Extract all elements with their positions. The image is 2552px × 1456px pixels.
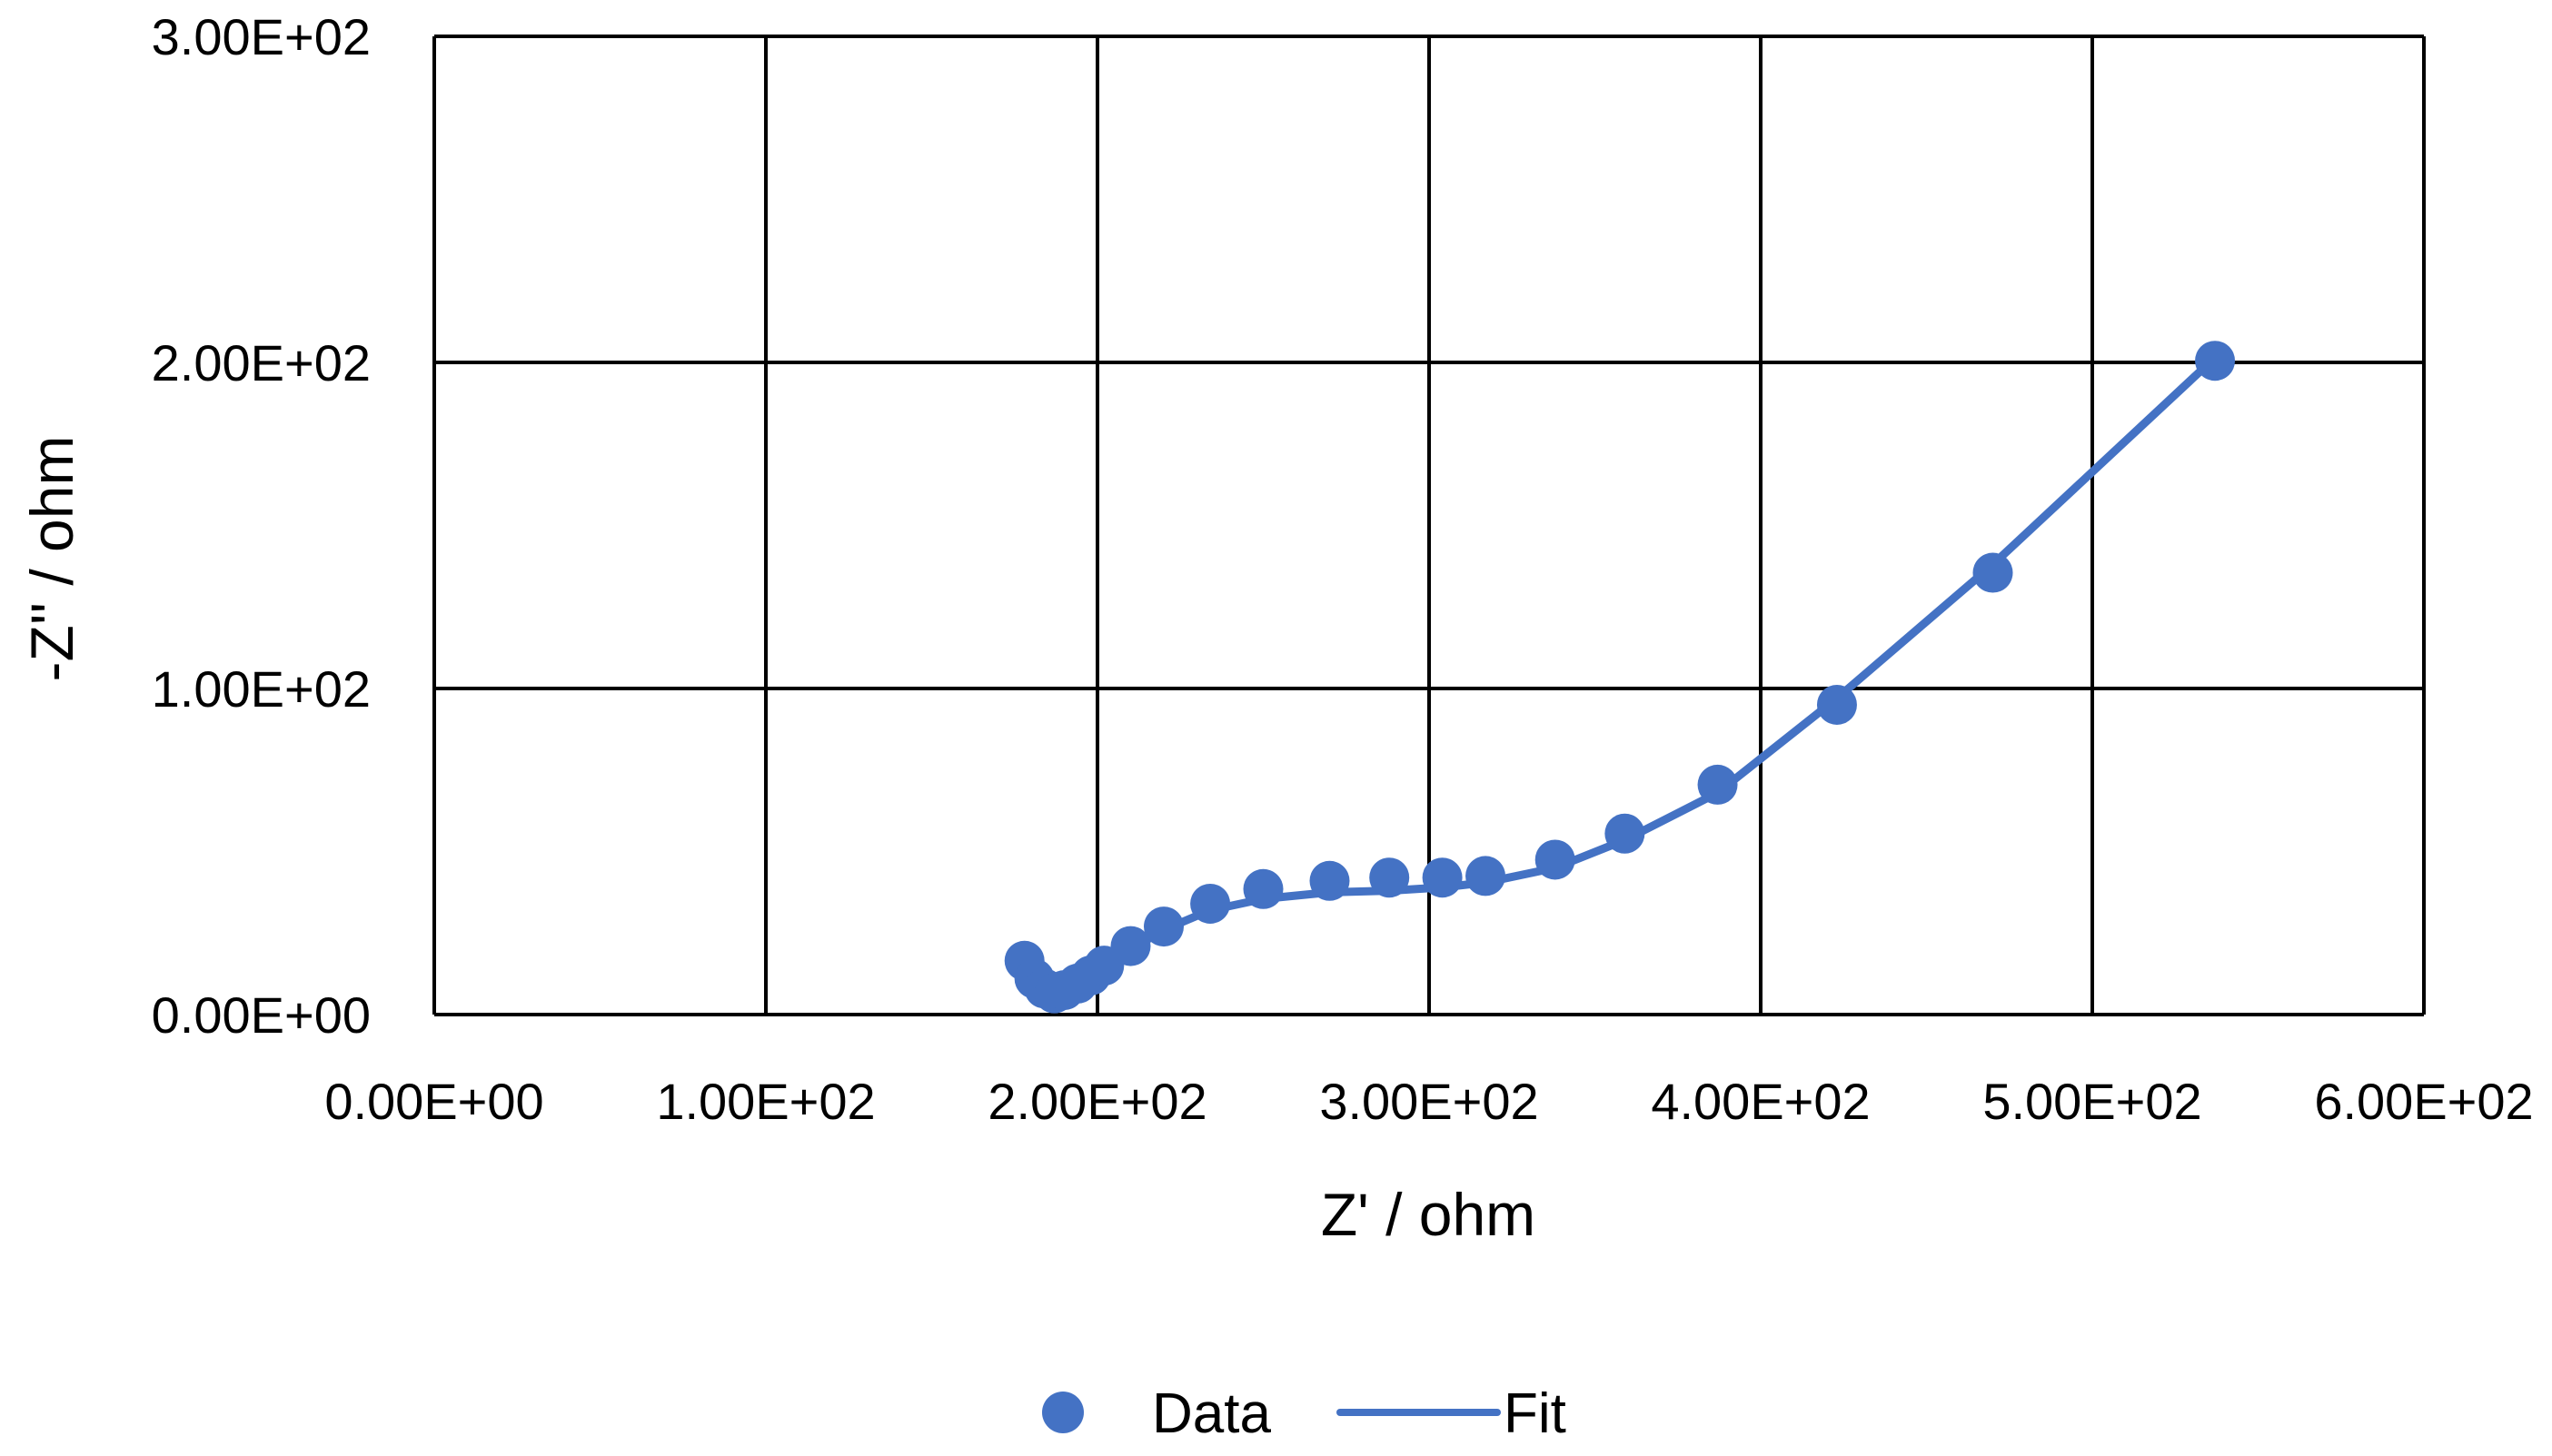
x-tick-label: 5.00E+02	[1982, 1073, 2201, 1130]
data-point	[1369, 857, 1410, 898]
x-tick-label: 0.00E+00	[324, 1073, 543, 1130]
legend-data-label: Data	[1152, 1382, 1271, 1445]
data-point	[1309, 860, 1350, 901]
data-point	[1422, 857, 1463, 898]
data-point	[1604, 813, 1645, 854]
data-point	[1465, 856, 1506, 896]
x-tick-label: 4.00E+02	[1651, 1073, 1870, 1130]
data-point	[1534, 839, 1575, 880]
data-point	[1816, 684, 1857, 725]
x-tick-labels: 0.00E+00 1.00E+02 2.00E+02 3.00E+02 4.00E+02…	[324, 1073, 2533, 1130]
data-point	[1190, 883, 1231, 924]
y-tick-label: 1.00E+02	[152, 660, 371, 718]
x-tick-label: 1.00E+02	[656, 1073, 875, 1130]
y-axis-title: -Z'' / ohm	[18, 436, 85, 682]
x-tick-label: 3.00E+02	[1319, 1073, 1538, 1130]
data-point	[1697, 764, 1738, 805]
legend-data-marker	[1042, 1392, 1084, 1433]
data-point	[1243, 868, 1284, 909]
x-axis-title: Z' / ohm	[1321, 1181, 1535, 1248]
data-point	[1972, 552, 2013, 593]
legend: Data Fit	[1042, 1382, 1566, 1445]
x-tick-label: 6.00E+02	[2314, 1073, 2533, 1130]
legend-fit-label: Fit	[1504, 1382, 1566, 1445]
plot-series	[1004, 341, 2236, 1014]
y-tick-label: 2.00E+02	[152, 334, 371, 391]
x-tick-label: 2.00E+02	[988, 1073, 1206, 1130]
data-point	[1144, 906, 1184, 947]
grid-lines	[432, 35, 2426, 1016]
y-tick-label: 0.00E+00	[152, 986, 371, 1044]
data-point	[1110, 926, 1151, 966]
y-tick-label: 3.00E+02	[152, 8, 371, 65]
data-point	[2195, 341, 2236, 381]
y-tick-labels: 0.00E+00 1.00E+02 2.00E+02 3.00E+02	[152, 8, 371, 1044]
